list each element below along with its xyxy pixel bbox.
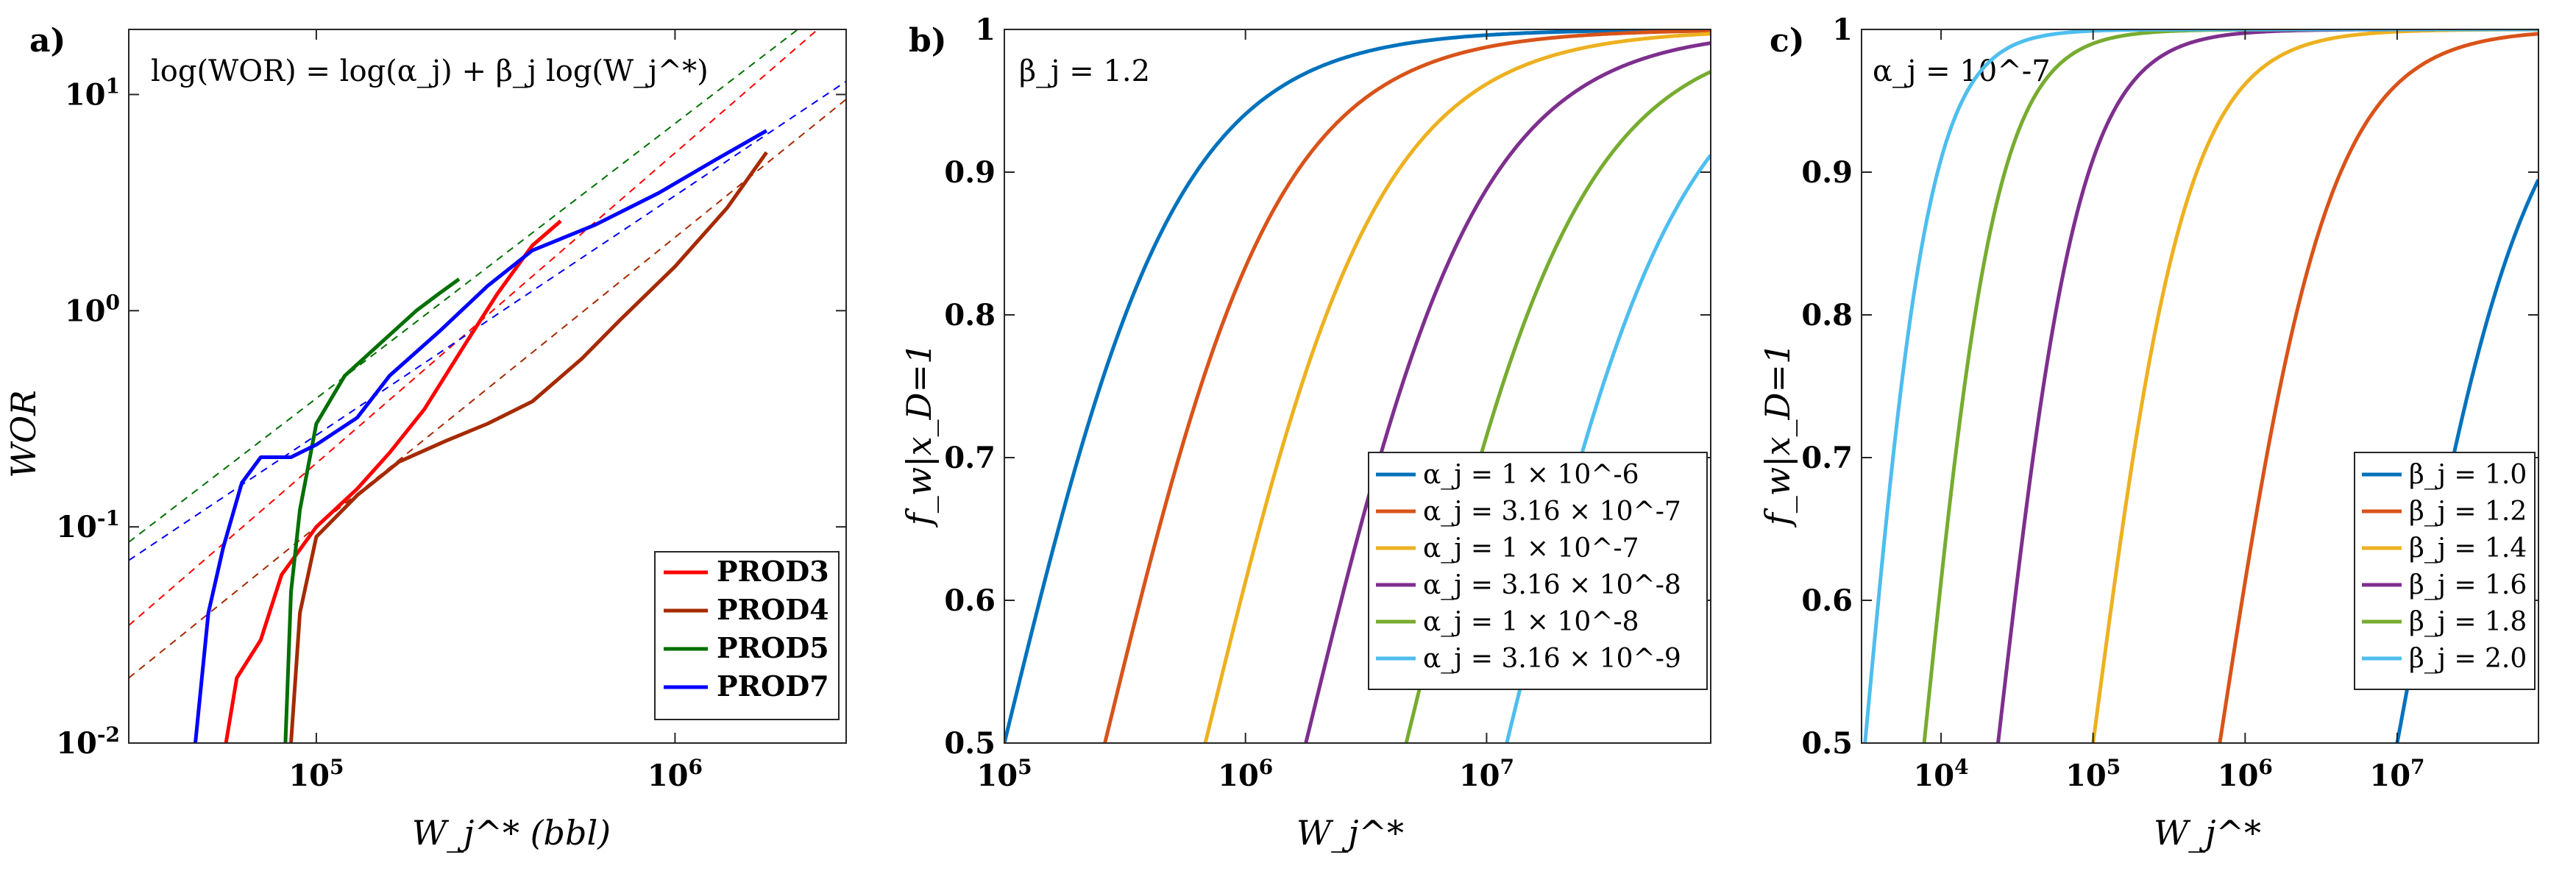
panel-a-ylabel: WOR	[4, 390, 43, 478]
panel-b-label: b)	[909, 22, 947, 60]
panel-b-legend-box	[1368, 452, 1708, 690]
panel-a-series-prod3	[224, 219, 562, 743]
panel-b-ytick-label: 0.6	[944, 583, 996, 618]
panel-c-ytick-label: 0.5	[1801, 726, 1853, 761]
panel-c-xtick-label: 104	[1913, 755, 1968, 793]
panel-c-frame	[1861, 29, 2539, 744]
panel-b-ytick-label: 0.7	[944, 441, 996, 475]
panel-c-legend-label: β_j = 1.4	[2409, 533, 2527, 564]
panel-a-legend-label: PROD3	[717, 555, 829, 588]
panel-b-legend-label: α_j = 1 × 10^-8	[1423, 607, 1639, 637]
panel-b-legend-label: α_j = 3.16 × 10^-7	[1423, 497, 1681, 527]
panel-a-ytick-label: 101	[65, 74, 120, 112]
panel-b-legend-label: α_j = 3.16 × 10^-8	[1423, 570, 1681, 600]
panel-a-fit-line	[129, 29, 798, 543]
panel-c-legend-box	[2354, 452, 2536, 690]
panel-c-xtick-label: 107	[2369, 755, 2424, 793]
panel-a-frame	[128, 29, 847, 744]
panel-b-series-2	[1103, 29, 1711, 743]
panel-a-xtick-label: 105	[288, 755, 344, 793]
panel-b-legend: α_j = 1 × 10^-6 α_j = 3.16 × 10^-7 α_j = 1…	[1368, 452, 1708, 690]
panel-a-legend-label: PROD5	[717, 631, 829, 664]
panel-b-legend-label: α_j = 1 × 10^-6	[1423, 460, 1639, 490]
panel-c-xlabel: W_j^*	[2154, 813, 2261, 853]
panel-c-series-4	[1996, 29, 2538, 743]
panel-a-series-prod5	[283, 277, 461, 743]
panel-c-legend-label: β_j = 1.8	[2409, 607, 2527, 637]
panel-a-series-prod7	[194, 129, 768, 743]
panel-a-xlabel: W_j^* (bbl)	[412, 813, 611, 853]
panel-a-legend-label: PROD7	[717, 669, 829, 703]
panel-a: a) log(WOR) = log(α_j) + β_j log(W_j^*) …	[4, 22, 847, 853]
panel-a-ytick-label: 10-2	[56, 722, 120, 761]
panel-c-ytick-label: 0.8	[1801, 298, 1853, 333]
panel-b-series-3	[1203, 32, 1711, 743]
panel-a-legend-box	[654, 551, 840, 720]
panel-c-xtick-label: 106	[2218, 755, 2273, 793]
panel-c-legend-label: β_j = 2.0	[2409, 644, 2527, 674]
panel-a-equation: log(WOR) = log(α_j) + β_j log(W_j^*)	[151, 54, 709, 88]
panel-b-xlabel: W_j^*	[1296, 813, 1404, 853]
panel-a-label: a)	[29, 22, 65, 60]
panel-c-legend-label: β_j = 1.2	[2409, 497, 2527, 527]
panel-c-legend: β_j = 1.0 β_j = 1.2 β_j = 1.4 β_j = 1.6 β_j …	[2354, 452, 2536, 690]
panel-a-legend: PROD3 PROD4 PROD5 PROD7	[654, 551, 840, 720]
panel-a-fit-line	[129, 29, 819, 626]
panel-c-ytick-label: 0.7	[1801, 441, 1853, 475]
panel-a-series-prod4	[289, 151, 768, 743]
panel-b-ylabel: f_w|x_D=1	[899, 343, 939, 528]
panel-b-series-1	[1004, 29, 1711, 743]
panel-c-annotation: α_j = 10^-7	[1873, 54, 2051, 88]
panel-c: c) α_j = 10^-7 f_w|x_D=1 W_j^* 104 105 106…	[1758, 13, 2539, 853]
panel-a-xtick-label: 106	[647, 755, 703, 793]
panel-b-xtick-label: 107	[1459, 755, 1514, 793]
panel-b-annotation: β_j = 1.2	[1019, 54, 1150, 88]
panel-a-ytick-label: 100	[65, 290, 120, 328]
panel-b-frame	[1004, 29, 1711, 744]
panel-c-series-2	[2218, 32, 2538, 743]
panel-c-ylabel: f_w|x_D=1	[1758, 343, 1798, 528]
panel-b-ytick-label: 0.9	[944, 155, 996, 190]
panel-c-ytick-label: 0.6	[1801, 583, 1853, 618]
panel-c-xtick-label: 105	[2065, 755, 2121, 793]
panel-a-legend-label: PROD4	[717, 593, 829, 626]
panel-b-legend-label: α_j = 1 × 10^-7	[1423, 533, 1639, 564]
panel-c-legend-label: β_j = 1.0	[2409, 460, 2527, 490]
panel-b-ytick-label: 0.8	[944, 298, 996, 333]
panel-c-legend-label: β_j = 1.6	[2409, 570, 2527, 600]
panel-a-fit-line	[129, 80, 846, 561]
panel-c-ytick-label: 1	[1832, 13, 1853, 47]
panel-c-ytick-label: 0.9	[1801, 155, 1853, 190]
panel-b: b) β_j = 1.2 f_w|x_D=1 W_j^* 105 106 1070.…	[899, 13, 1711, 853]
panel-b-xtick-label: 106	[1218, 755, 1273, 793]
panel-c-label: c)	[1770, 22, 1805, 60]
panel-b-ytick-label: 1	[975, 13, 996, 47]
panel-b-legend-label: α_j = 3.16 × 10^-9	[1423, 644, 1681, 674]
panel-a-ytick-label: 10-1	[56, 506, 120, 544]
panel-b-ytick-label: 0.5	[944, 726, 996, 761]
